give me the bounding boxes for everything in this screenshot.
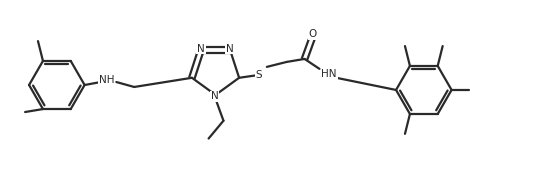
Text: N: N	[226, 44, 234, 54]
Text: S: S	[255, 70, 262, 80]
Text: NH: NH	[99, 75, 114, 85]
Text: HN: HN	[321, 69, 337, 79]
Text: O: O	[309, 29, 316, 39]
Text: N: N	[197, 44, 205, 54]
Text: N: N	[211, 91, 218, 101]
